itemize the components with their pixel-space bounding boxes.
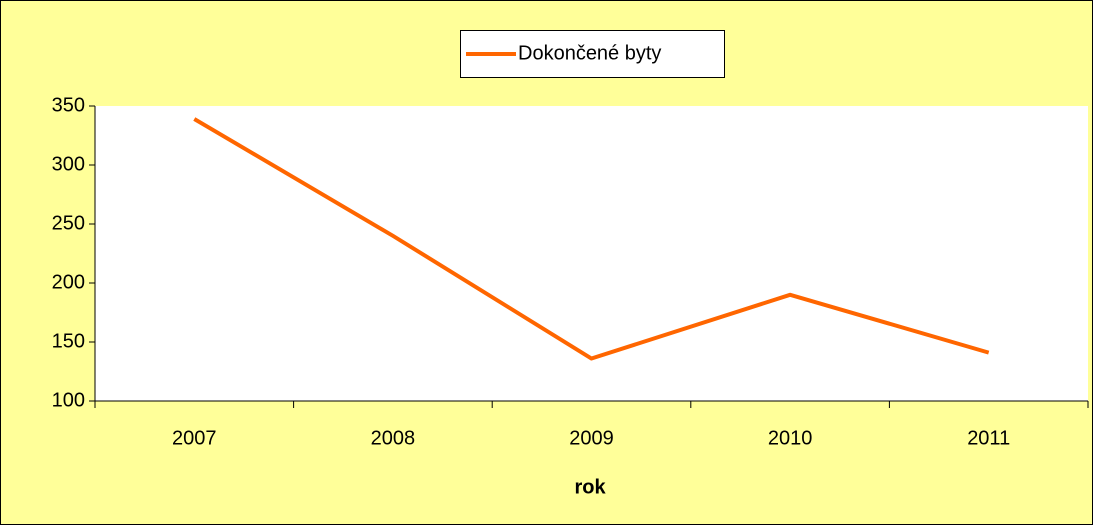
y-tick-label: 100 bbox=[52, 389, 85, 411]
x-tick-label: 2007 bbox=[172, 427, 217, 449]
y-tick-label: 350 bbox=[52, 94, 85, 116]
legend-label: Dokončené byty bbox=[518, 42, 661, 64]
x-axis-title: rok bbox=[574, 476, 606, 498]
x-tick-label: 2010 bbox=[768, 427, 813, 449]
y-tick-label: 200 bbox=[52, 271, 85, 293]
y-tick-label: 300 bbox=[52, 153, 85, 175]
x-tick-label: 2008 bbox=[371, 427, 416, 449]
y-tick-label: 250 bbox=[52, 212, 85, 234]
x-tick-label: 2009 bbox=[569, 427, 614, 449]
plot-area bbox=[95, 106, 1088, 401]
data-line bbox=[193, 117, 990, 361]
x-tick-label: 2011 bbox=[967, 427, 1010, 449]
y-tick-label: 150 bbox=[52, 330, 85, 352]
